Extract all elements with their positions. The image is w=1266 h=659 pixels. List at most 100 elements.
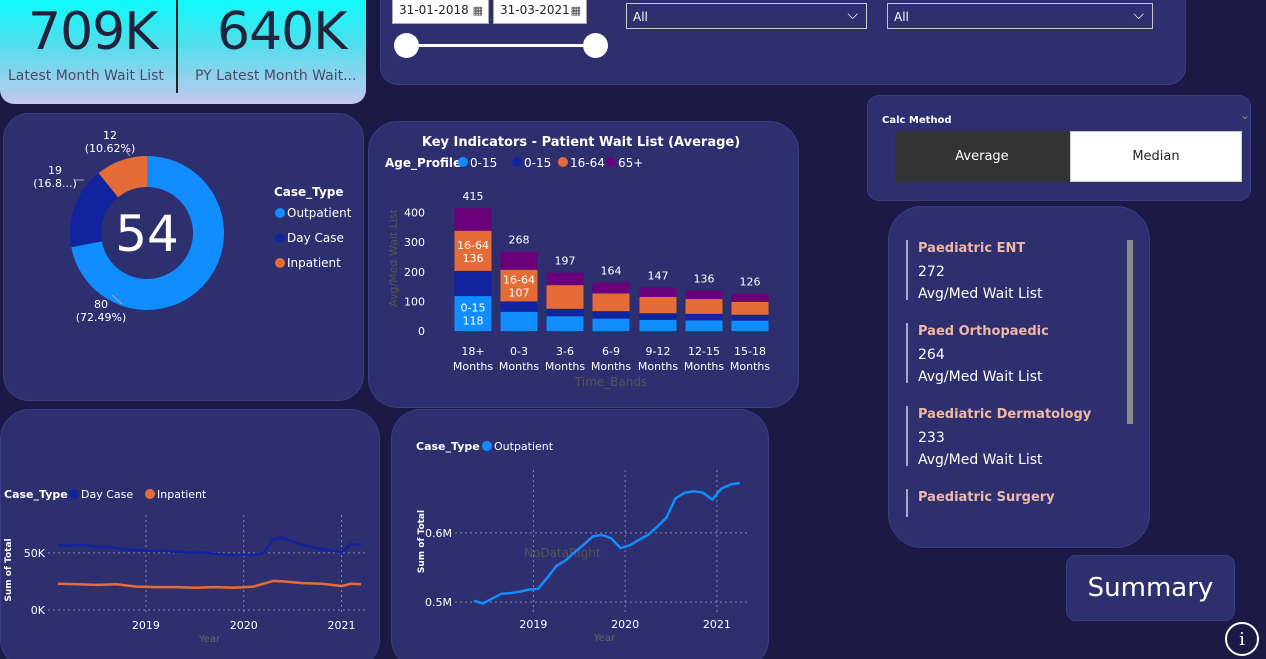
x-tick-label: 2021 <box>703 618 731 631</box>
list-item-title: Paediatric ENT <box>918 241 1026 256</box>
x-axis-label: Time_Bands <box>574 375 647 389</box>
summary-button[interactable]: Summary <box>1066 555 1235 621</box>
bar-segment <box>500 301 538 312</box>
bar-segment <box>592 293 630 312</box>
bar-segment <box>546 272 584 286</box>
legend-label: Inpatient <box>287 256 341 270</box>
x-tick-label: Months <box>545 360 585 373</box>
series-line <box>57 536 362 557</box>
x-tick-label: Months <box>591 360 631 373</box>
kpi-divider <box>176 0 178 93</box>
list-scrollbar[interactable] <box>1127 240 1133 424</box>
bar-segment <box>592 282 630 294</box>
legend-label: Outpatient <box>287 206 352 220</box>
legend-label: Outpatient <box>494 440 554 453</box>
bar-total-label: 147 <box>648 269 669 282</box>
bar-total-label: 126 <box>740 276 761 289</box>
calendar-icon[interactable]: ▦ <box>570 4 581 17</box>
bar-total-label: 164 <box>601 264 622 277</box>
bar-segment <box>685 320 723 331</box>
bar-chart: Key Indicators - Patient Wait List (Aver… <box>385 135 770 389</box>
legend-label: Inpatient <box>157 488 207 501</box>
bar-segment <box>639 287 677 297</box>
y-tick-label: 200 <box>404 266 425 279</box>
x-tick-label: 18+ <box>461 345 484 358</box>
y-tick-label: 0 <box>418 325 425 338</box>
legend-label: Day Case <box>81 488 133 501</box>
list-item-title: Paediatric Surgery <box>918 490 1055 505</box>
y-axis-label: Avg/Med Wait List <box>387 208 400 307</box>
x-tick-label: 6-9 <box>602 345 620 358</box>
legend-label: 16-64 <box>570 156 605 170</box>
calc-median-button[interactable]: Median <box>1070 131 1242 182</box>
donut-data-label: 80 <box>94 298 108 311</box>
chart-title: Key Indicators - Patient Wait List (Aver… <box>422 135 740 150</box>
bar-segment <box>685 290 723 300</box>
specialty-list-card: Paediatric ENT 272 Avg/Med Wait List Pae… <box>888 206 1150 548</box>
bar-total-label: 197 <box>555 255 576 268</box>
x-tick-label: Months <box>730 360 770 373</box>
x-tick-label: 3-6 <box>556 345 574 358</box>
x-tick-label: 2019 <box>519 618 547 631</box>
filter-dropdown-1[interactable]: All ⌵ <box>626 3 867 29</box>
slider-end-handle[interactable] <box>583 33 608 58</box>
bar-segment <box>731 314 769 321</box>
legend-label: 0-15 <box>470 156 497 170</box>
chevron-down-icon[interactable]: ⌄ <box>1239 108 1250 122</box>
y-axis-label: Sum of Total <box>4 538 14 601</box>
bar-segment-label: 136 <box>463 252 484 265</box>
date-end-value: 31-03-2021 <box>500 3 570 17</box>
bar-segment <box>546 316 584 331</box>
x-tick-label: Months <box>499 360 539 373</box>
list-item-accent <box>906 323 908 383</box>
x-tick-label: 2020 <box>611 618 639 631</box>
donut-chart: 54 80(72.49%) 19(16.8...) 12(10.62%) Case_Ty… <box>33 129 352 324</box>
bar-segment <box>454 208 492 231</box>
y-tick-label: 400 <box>404 207 425 220</box>
date-end-input[interactable]: 31-03-2021 ▦ <box>493 0 587 24</box>
calc-average-button[interactable]: Average <box>895 131 1069 182</box>
series-line <box>57 579 362 589</box>
kpi-latest-label: Latest Month Wait List <box>8 68 164 84</box>
info-icon[interactable]: i <box>1225 622 1259 656</box>
list-item-value: 272 <box>918 264 945 280</box>
donut-slice <box>69 173 119 248</box>
legend-label: 65+ <box>618 156 643 170</box>
bar-segment <box>685 313 723 321</box>
donut-data-label: 12 <box>103 129 117 142</box>
x-tick-label: 15-18 <box>734 345 766 358</box>
x-tick-label: Months <box>684 360 724 373</box>
legend-title: Case_Type <box>274 185 344 200</box>
filter-dropdown-2[interactable]: All ⌵ <box>887 3 1153 29</box>
list-item-title: Paediatric Dermatology <box>918 407 1092 422</box>
list-item-label: Avg/Med Wait List <box>918 286 1043 302</box>
slider-start-handle[interactable] <box>394 33 419 58</box>
donut-pct-label: (16.8...) <box>33 177 77 190</box>
x-tick-label: 2021 <box>328 619 356 632</box>
bar-segment <box>500 251 538 270</box>
date-start-input[interactable]: 31-01-2018 ▦ <box>392 0 489 24</box>
bar-segment-label: 0-15 <box>461 302 486 315</box>
legend-marker <box>482 441 492 451</box>
chart-annotation: NoDataRight <box>524 546 601 560</box>
leader-line <box>111 294 123 305</box>
bar-total-label: 268 <box>509 234 530 247</box>
x-tick-label: Months <box>638 360 678 373</box>
calc-method-card: Calc Method ⌄ Average Median <box>867 95 1251 201</box>
bar-segment <box>731 301 769 315</box>
y-tick-label: 50K <box>24 547 46 560</box>
list-item-value: 233 <box>918 430 945 446</box>
calc-method-title: Calc Method <box>882 115 952 126</box>
bar-chart-card: Key Indicators - Patient Wait List (Aver… <box>368 121 799 408</box>
donut-pct-label: (72.49%) <box>76 311 127 324</box>
legend-marker <box>275 208 285 218</box>
bar-segment-label: 118 <box>463 315 484 328</box>
bar-segment <box>546 285 584 309</box>
date-range-slider[interactable] <box>406 44 596 47</box>
x-tick-label: 12-15 <box>688 345 720 358</box>
legend-title: Age_Profile <box>385 156 461 171</box>
leader-line <box>125 150 131 157</box>
donut-slice <box>98 156 147 198</box>
donut-data-label: 19 <box>48 164 62 177</box>
calendar-icon[interactable]: ▦ <box>472 4 483 17</box>
